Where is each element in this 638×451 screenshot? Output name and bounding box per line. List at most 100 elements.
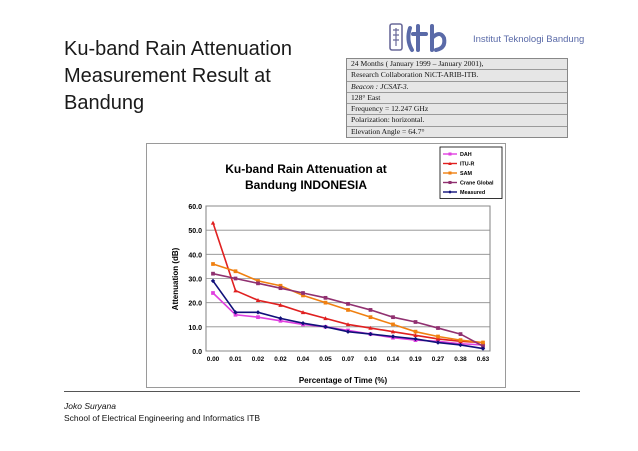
legend-label: SAM (460, 171, 472, 177)
info-line: Polarization: horizontal. (347, 115, 567, 127)
data-point (255, 298, 261, 303)
data-point (435, 336, 441, 341)
info-line: Research Collaboration NiCT-ARIB-ITB. (347, 70, 567, 82)
itb-logo: Institut Teknologi Bandung (388, 20, 598, 56)
data-point (390, 329, 396, 334)
attenuation-chart: Ku-band Rain Attenuation at Bandung INDO… (146, 143, 506, 388)
data-point (278, 318, 283, 323)
data-point (233, 288, 238, 293)
data-point (368, 325, 373, 330)
x-tick-label: 0.38 (454, 356, 467, 363)
y-tick-label: 20.0 (188, 301, 202, 308)
x-tick-label: 0.02 (274, 356, 287, 363)
y-tick-label: 40.0 (188, 252, 202, 259)
data-point (278, 316, 283, 321)
info-box: 24 Months ( January 1999 – January 2001)… (346, 58, 568, 139)
legend-label: Measured (460, 190, 485, 196)
x-tick-label: 0.05 (319, 356, 332, 363)
data-point (255, 310, 261, 315)
x-tick-label: 0.07 (342, 356, 355, 363)
data-point (448, 190, 452, 194)
data-point (435, 340, 441, 345)
data-point (210, 220, 216, 225)
data-point (256, 281, 260, 286)
footer-organization: School of Electrical Engineering and Inf… (64, 413, 261, 423)
data-point (211, 271, 215, 276)
data-point (368, 308, 373, 312)
data-point (323, 300, 328, 305)
data-point (211, 291, 215, 295)
data-point (413, 320, 418, 324)
data-point (233, 276, 238, 281)
data-point (448, 171, 452, 175)
data-point (256, 279, 260, 283)
data-point (233, 310, 238, 315)
x-tick-label: 0.63 (477, 356, 490, 363)
data-point (345, 322, 351, 327)
x-tick-label: 0.10 (364, 356, 377, 363)
x-tick-label: 0.14 (387, 356, 400, 363)
data-point (323, 324, 328, 330)
data-point (413, 329, 418, 334)
data-point (211, 262, 215, 266)
data-point (448, 152, 452, 156)
chart-title-line-1: Ku-band Rain Attenuation at (225, 162, 387, 176)
data-point (345, 329, 351, 334)
data-point (413, 336, 418, 342)
y-tick-label: 30.0 (188, 277, 202, 284)
info-line: Elevation Angle = 64.7° (351, 126, 425, 136)
y-tick-label: 50.0 (188, 228, 202, 235)
legend-label: ITU-R (460, 162, 474, 168)
x-tick-label: 0.02 (252, 356, 265, 363)
data-point (301, 293, 305, 298)
data-point (481, 340, 485, 345)
x-tick-label: 0.27 (432, 356, 445, 363)
data-point (346, 308, 350, 312)
data-point (323, 316, 328, 321)
data-point (368, 331, 373, 337)
data-point (301, 291, 305, 295)
footer-divider (64, 391, 580, 392)
data-point (391, 322, 395, 327)
data-point (233, 269, 238, 274)
data-point (458, 332, 463, 336)
itb-emblem-icon (389, 23, 447, 52)
data-point (391, 315, 395, 320)
data-point (256, 315, 260, 320)
y-tick-label: 60.0 (188, 204, 202, 211)
slide-title: Ku-band Rain Attenuation Measurement Res… (64, 38, 292, 114)
data-point (323, 295, 328, 300)
data-point (458, 342, 463, 348)
data-point (390, 334, 396, 339)
x-tick-label: 0.01 (229, 356, 242, 363)
x-tick-label: 0.19 (409, 356, 422, 363)
x-tick-label: 0.00 (207, 356, 220, 363)
data-point (233, 312, 238, 317)
info-line: Frequency = 12.247 GHz (347, 104, 567, 116)
data-point (300, 310, 306, 315)
data-point (481, 344, 485, 349)
data-point (448, 161, 452, 165)
data-point (436, 326, 440, 330)
legend-label: DAH (460, 152, 472, 158)
data-point (413, 333, 418, 338)
legend-label: Crane Global (460, 181, 494, 187)
info-line: Beacon : JCSAT-3. (347, 82, 567, 93)
data-point (368, 315, 373, 320)
data-point (278, 302, 283, 307)
y-tick-label: 0.0 (192, 349, 202, 356)
data-point (480, 346, 486, 351)
info-line: 24 Months ( January 1999 – January 2001)… (347, 59, 567, 71)
data-point (346, 302, 350, 306)
data-point (300, 321, 306, 326)
x-tick-label: 0.04 (297, 356, 310, 363)
data-point (278, 286, 283, 291)
logo-text: Institut Teknologi Bandung (473, 34, 585, 45)
data-point (210, 278, 216, 284)
x-axis-label: Percentage of Time (%) (299, 376, 388, 385)
chart-title-line-2: Bandung INDONESIA (245, 178, 367, 192)
info-line: 128° East (347, 93, 567, 105)
y-axis-label: Attenuation (dB) (171, 247, 180, 310)
data-point (448, 180, 452, 185)
data-point (436, 334, 440, 339)
